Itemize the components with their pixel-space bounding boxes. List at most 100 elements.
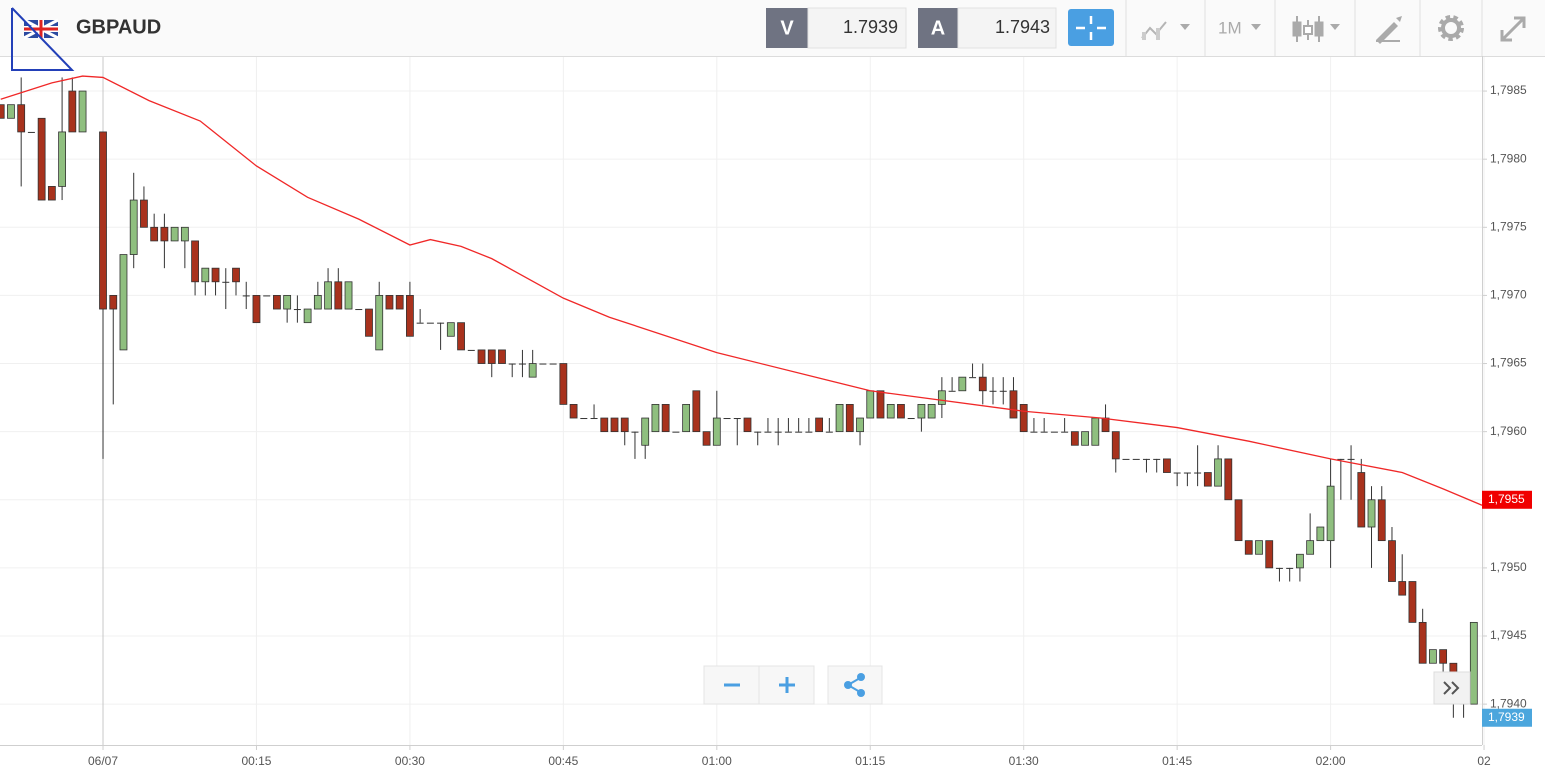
- candle-body: [610, 417, 619, 433]
- candle-style-button[interactable]: [1292, 16, 1340, 42]
- candle-body: [1408, 581, 1417, 623]
- candle-body: [283, 295, 292, 310]
- candle-body: [539, 363, 547, 365]
- candle-body: [129, 199, 138, 255]
- candle-body: [1357, 472, 1366, 528]
- candle-body: [590, 418, 598, 420]
- settings-button[interactable]: [1438, 15, 1464, 41]
- candle-body: [222, 281, 230, 283]
- candle-body: [1091, 417, 1100, 446]
- candle-body: [385, 295, 394, 310]
- candle-body: [1224, 458, 1233, 501]
- x-tick-label: 06/07: [88, 754, 118, 768]
- candle-body: [0, 104, 5, 119]
- candle-body: [631, 431, 639, 433]
- candle-body: [375, 295, 384, 351]
- x-tick-label: 00:30: [395, 754, 425, 768]
- x-tick-label: 01:30: [1009, 754, 1039, 768]
- candle-body: [907, 418, 915, 420]
- candle-body: [426, 322, 434, 324]
- candle-body: [856, 417, 864, 433]
- share-button[interactable]: [827, 665, 883, 705]
- candle-body: [27, 131, 35, 133]
- candle-body: [1061, 431, 1069, 433]
- price-tag-label: 1,7939: [1488, 710, 1525, 724]
- candle-body: [1275, 567, 1283, 569]
- candle-body: [344, 281, 353, 310]
- candle-body: [68, 90, 77, 133]
- crosshair-button[interactable]: [1068, 9, 1114, 46]
- candle-body: [559, 363, 568, 405]
- timeframe-button[interactable]: 1M: [1218, 18, 1261, 37]
- candle-body: [191, 240, 199, 283]
- y-tick-label: 1,7975: [1490, 219, 1527, 233]
- y-tick-label: 1,7980: [1490, 151, 1527, 165]
- candle-body: [528, 363, 537, 378]
- candle-body: [1265, 540, 1274, 569]
- candle-body: [712, 417, 721, 446]
- candle-body: [1388, 540, 1396, 582]
- candle-body: [784, 431, 792, 433]
- zoom-in-button[interactable]: [779, 677, 795, 693]
- candle-body: [948, 390, 956, 392]
- chart-type-button[interactable]: [1141, 21, 1190, 40]
- candle-body: [805, 431, 813, 433]
- candle-body: [580, 418, 588, 420]
- candle-body: [969, 377, 977, 379]
- scroll-latest-button[interactable]: [1433, 671, 1471, 705]
- candle-body: [835, 404, 844, 433]
- candle-body: [774, 431, 782, 433]
- candle-body: [958, 376, 967, 392]
- candle-body: [1019, 404, 1028, 433]
- candle-body: [109, 295, 118, 310]
- candle-body: [723, 418, 731, 420]
- candle-body: [1070, 431, 1079, 446]
- flag-icon: [23, 18, 59, 40]
- sell-price: 1.7939: [843, 17, 898, 37]
- y-tick-label: 1,7965: [1490, 356, 1527, 370]
- candle-body: [477, 349, 486, 364]
- candle-body: [1337, 458, 1345, 460]
- candle-body: [682, 404, 691, 433]
- candle-body: [242, 295, 250, 297]
- candle-body: [815, 417, 824, 433]
- buy-price: 1.7943: [995, 17, 1050, 37]
- candle-body: [252, 295, 261, 324]
- candle-body: [1203, 472, 1212, 487]
- candle-body: [825, 431, 833, 433]
- buy-box[interactable]: A 1.7943: [918, 7, 1057, 49]
- symbol: GBPAUD: [76, 16, 161, 38]
- x-tick-label: 01:15: [855, 754, 885, 768]
- candle-body: [989, 390, 997, 392]
- candle-body: [508, 363, 516, 365]
- candle-body: [487, 349, 496, 364]
- candle-body: [1326, 485, 1335, 542]
- candle-body: [1347, 458, 1355, 460]
- sell-label: V: [780, 17, 794, 39]
- candle-body: [437, 322, 445, 324]
- candle-body: [518, 363, 526, 365]
- candle-body: [1286, 567, 1294, 569]
- candle-body: [1142, 458, 1150, 460]
- candle-body: [702, 431, 711, 446]
- candle-body: [406, 295, 414, 337]
- draw-tool-button[interactable]: [1376, 16, 1402, 44]
- sell-box[interactable]: V 1.7939: [766, 7, 907, 49]
- candle-body: [1296, 553, 1304, 569]
- candle-body: [1111, 431, 1120, 460]
- candle-body: [313, 295, 322, 310]
- candle-body: [1009, 390, 1018, 419]
- candle-body: [651, 404, 660, 433]
- drawing-triangle: [11, 7, 75, 71]
- candle-body: [78, 90, 87, 133]
- candle-body: [1428, 649, 1437, 664]
- zoom-controls: [703, 665, 815, 705]
- y-tick-label: 1,7945: [1490, 628, 1527, 642]
- fullscreen-button[interactable]: [1500, 16, 1526, 42]
- y-tick-label: 1,7985: [1490, 83, 1527, 97]
- x-tick-label: 01:00: [702, 754, 732, 768]
- candle-body: [917, 404, 926, 419]
- candle-body: [1101, 417, 1110, 433]
- candle-body: [365, 308, 373, 337]
- candle-body: [211, 267, 220, 283]
